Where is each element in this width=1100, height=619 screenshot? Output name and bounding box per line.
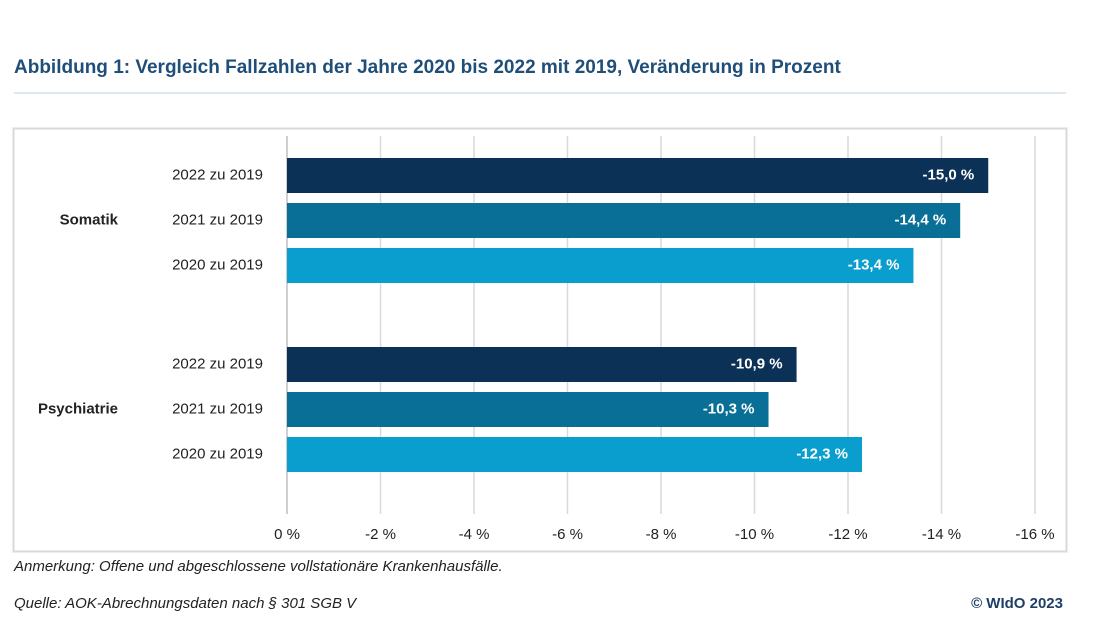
bar [287, 392, 769, 427]
row-label: 2020 zu 2019 [172, 445, 263, 462]
value-label: -10,9 % [731, 355, 783, 372]
x-tick-label: -10 % [735, 526, 774, 543]
note: Anmerkung: Offene und abgeschlossene vol… [13, 558, 503, 575]
bar [287, 158, 989, 193]
row-label: 2022 zu 2019 [172, 355, 263, 372]
copyright: © WIdO 2023 [971, 595, 1063, 612]
x-tick-label: -16 % [1015, 526, 1054, 543]
x-tick-label: -6 % [552, 526, 583, 543]
value-label: -14,4 % [894, 211, 946, 228]
value-label: -10,3 % [703, 400, 755, 417]
x-tick-label: -8 % [646, 526, 677, 543]
row-label: 2022 zu 2019 [172, 166, 263, 183]
x-tick-label: -2 % [365, 526, 396, 543]
bar [287, 248, 914, 283]
chart-title: Abbildung 1: Vergleich Fallzahlen der Ja… [14, 57, 841, 78]
category-label: Psychiatrie [38, 400, 118, 417]
value-label: -15,0 % [923, 166, 975, 183]
x-tick-label: -14 % [922, 526, 961, 543]
x-tick-label: -4 % [459, 526, 490, 543]
bar [287, 437, 863, 472]
value-label: -12,3 % [796, 445, 848, 462]
row-label: 2021 zu 2019 [172, 400, 263, 417]
row-label: 2021 zu 2019 [172, 211, 263, 228]
value-label: -13,4 % [848, 256, 900, 273]
bar [287, 347, 797, 382]
chart-frame [12, 127, 1068, 553]
bar [287, 203, 961, 238]
row-label: 2020 zu 2019 [172, 256, 263, 273]
source: Quelle: AOK-Abrechnungsdaten nach § 301 … [14, 595, 358, 612]
x-tick-label: 0 % [274, 526, 300, 543]
category-label: Somatik [60, 211, 119, 228]
x-tick-label: -12 % [828, 526, 867, 543]
